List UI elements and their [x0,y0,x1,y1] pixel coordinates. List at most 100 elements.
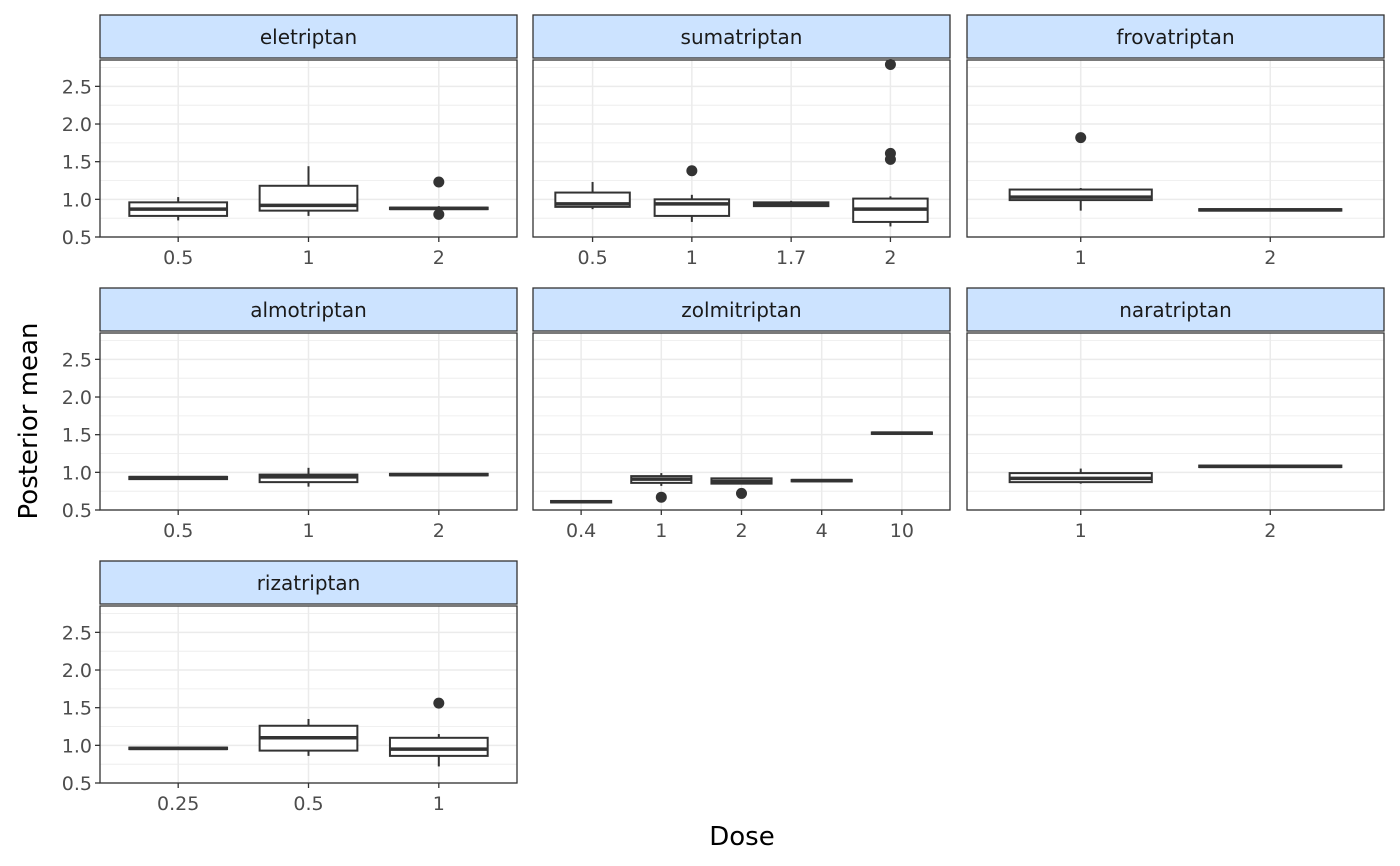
box-almotriptan-2 [388,472,489,477]
x-tick-label: 2 [433,247,445,269]
facet-strip [99,14,518,59]
facet-strip-label: sumatriptan [681,25,803,49]
facet-strip [532,287,951,332]
x-tick-label: 1 [655,520,667,542]
x-tick-label: 1 [1075,520,1087,542]
facet-strip-label: zolmitriptan [681,298,801,322]
x-tick-label: 1 [1075,247,1087,269]
box-sumatriptan-1 [653,165,731,222]
x-tick-label: 1.7 [776,247,806,269]
y-tick-label: 2.5 [62,349,92,371]
outlier-point [655,491,667,503]
outlier-point [884,59,896,71]
y-tick-label: 1.0 [62,462,92,484]
box-rizatriptan-0.25 [128,746,229,751]
x-tick-label: 1 [433,793,445,815]
box-naratriptan-2 [1198,464,1343,469]
outlier-point [736,487,747,499]
box-sumatriptan-2 [852,59,929,227]
y-tick-label: 2.0 [62,660,92,682]
x-tick-label: 1 [302,520,314,542]
box-naratriptan-1 [1008,468,1153,484]
box-rizatriptan-0.5 [258,718,359,756]
facet-naratriptan: naratriptan 1 2 [966,287,1385,542]
box-zolmitriptan-10 [870,431,933,435]
x-tick-label: 0.5 [163,520,193,542]
box-zolmitriptan-0.4 [550,499,613,504]
outlier-point [686,165,698,177]
facet-panels: eletriptan 0.5 1 2 0.5 1.0 1.5 2.0 2.5 sumatripta… [62,14,1385,815]
x-tick-label: 1 [302,247,314,269]
box-zolmitriptan-4 [790,478,853,483]
x-tick-label: 1 [686,247,698,269]
facet-strip [99,560,518,605]
x-tick-label: 0.5 [577,247,607,269]
y-tick-label: 0.5 [62,500,92,522]
x-tick-label: 2 [735,520,747,542]
y-tick-label: 1.5 [62,698,92,720]
panel-border [532,59,951,238]
y-axis-title: Posterior mean [14,323,44,520]
y-tick-label: 1.5 [62,425,92,447]
facet-frovatriptan: frovatriptan 1 2 [966,14,1385,269]
box-rizatriptan-1 [388,697,489,767]
facet-strip [966,287,1385,332]
panel-background [967,60,1384,237]
box-eletriptan-1 [258,166,359,216]
y-tick-label: 2.0 [62,114,92,136]
x-axis-title: Dose [709,822,774,852]
y-tick-label: 1.0 [62,735,92,757]
iqr-box [1008,188,1153,202]
panel-border [966,59,1385,238]
x-tick-label: 0.25 [157,793,199,815]
facet-sumatriptan: sumatriptan 0.5 1 1.7 2 [532,14,951,269]
y-tick-label: 2.5 [62,76,92,98]
facet-strip [99,287,518,332]
box-sumatriptan-0.5 [554,182,631,210]
box-eletriptan-2 [388,176,489,220]
outlier-point [884,153,896,165]
box-almotriptan-0.5 [128,475,229,481]
box-eletriptan-0.5 [128,197,229,221]
box-zolmitriptan-1 [630,473,693,503]
facet-almotriptan: almotriptan 0.5 1 2 0.5 1.0 1.5 2.0 2.5 [62,287,518,542]
y-tick-label: 0.5 [62,773,92,795]
x-tick-label: 2 [433,520,445,542]
box-almotriptan-1 [258,467,359,487]
facet-rizatriptan: rizatriptan 0.25 0.5 1 0.5 1.0 1.5 2.0 2.5 [62,560,518,815]
facet-strip [532,14,951,59]
iqr-box [388,736,489,757]
facet-eletriptan: eletriptan 0.5 1 2 0.5 1.0 1.5 2.0 2.5 [62,14,518,269]
y-tick-label: 1.5 [62,152,92,174]
box-frovatriptan-2 [1198,208,1343,212]
x-tick-label: 0.4 [566,520,596,542]
outlier-point [433,176,445,188]
facet-strip-label: eletriptan [260,25,357,49]
facet-strip-label: frovatriptan [1116,25,1234,49]
panel-border [966,332,1385,511]
y-tick-label: 2.5 [62,622,92,644]
x-tick-label: 2 [884,247,896,269]
box-frovatriptan-1 [1008,132,1153,211]
facet-strip-label: naratriptan [1119,298,1232,322]
x-tick-label: 10 [890,520,914,542]
facet-zolmitriptan: zolmitriptan 0.4 1 2 4 10 [532,287,951,542]
outlier-point [1075,132,1087,144]
y-tick-label: 1.0 [62,189,92,211]
facet-strip [966,14,1385,59]
y-tick-label: 0.5 [62,227,92,249]
y-tick-label: 2.0 [62,387,92,409]
x-tick-label: 2 [1264,247,1276,269]
box-zolmitriptan-2 [710,477,773,499]
facet-strip-label: rizatriptan [257,571,361,595]
x-tick-label: 0.5 [163,247,193,269]
x-tick-label: 0.5 [293,793,323,815]
outlier-point [433,208,445,220]
iqr-box [653,198,731,217]
facet-strip-label: almotriptan [250,298,367,322]
outlier-point [433,697,445,709]
x-tick-label: 4 [816,520,828,542]
box-sumatriptan-1.7 [752,200,830,208]
x-tick-label: 2 [1264,520,1276,542]
